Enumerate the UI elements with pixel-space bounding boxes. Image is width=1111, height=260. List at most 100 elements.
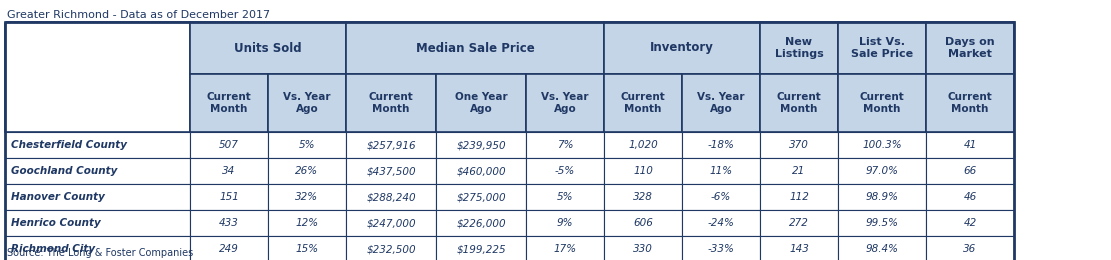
Bar bbox=[190, 158, 268, 184]
Text: 249: 249 bbox=[219, 244, 239, 254]
Text: 32%: 32% bbox=[296, 192, 319, 202]
Bar bbox=[604, 74, 682, 132]
Bar bbox=[190, 236, 268, 260]
Bar bbox=[526, 158, 604, 184]
Text: $288,240: $288,240 bbox=[367, 192, 416, 202]
Bar bbox=[838, 132, 925, 158]
Bar bbox=[346, 22, 604, 74]
Text: Henrico County: Henrico County bbox=[11, 218, 101, 228]
Text: $239,950: $239,950 bbox=[457, 140, 506, 150]
Text: $199,225: $199,225 bbox=[457, 244, 506, 254]
Bar bbox=[682, 158, 760, 184]
Bar bbox=[760, 236, 838, 260]
Text: 34: 34 bbox=[222, 166, 236, 176]
Bar bbox=[760, 132, 838, 158]
Bar bbox=[6, 236, 190, 260]
Bar bbox=[6, 158, 190, 184]
Bar bbox=[925, 132, 1014, 158]
Bar bbox=[268, 158, 346, 184]
Bar bbox=[6, 210, 190, 236]
Text: Hanover County: Hanover County bbox=[11, 192, 104, 202]
Text: One Year
Ago: One Year Ago bbox=[454, 92, 508, 114]
Bar bbox=[6, 22, 190, 132]
Text: 42: 42 bbox=[963, 218, 977, 228]
Bar bbox=[346, 74, 436, 132]
Text: $257,916: $257,916 bbox=[367, 140, 416, 150]
Bar bbox=[925, 22, 1014, 74]
Bar bbox=[436, 132, 526, 158]
Bar bbox=[838, 184, 925, 210]
Bar bbox=[346, 132, 436, 158]
Bar bbox=[268, 236, 346, 260]
Text: 46: 46 bbox=[963, 192, 977, 202]
Bar bbox=[838, 158, 925, 184]
Bar bbox=[346, 236, 436, 260]
Bar bbox=[268, 210, 346, 236]
Text: 21: 21 bbox=[792, 166, 805, 176]
Bar bbox=[604, 22, 760, 74]
Text: Units Sold: Units Sold bbox=[234, 42, 302, 55]
Text: -5%: -5% bbox=[554, 166, 575, 176]
Bar bbox=[925, 74, 1014, 132]
Bar bbox=[526, 184, 604, 210]
Text: 41: 41 bbox=[963, 140, 977, 150]
Text: Source: The Long & Foster Companies: Source: The Long & Foster Companies bbox=[7, 248, 193, 258]
Text: 9%: 9% bbox=[557, 218, 573, 228]
Bar bbox=[268, 184, 346, 210]
Text: Greater Richmond - Data as of December 2017: Greater Richmond - Data as of December 2… bbox=[7, 10, 270, 20]
Bar bbox=[925, 158, 1014, 184]
Text: -24%: -24% bbox=[708, 218, 734, 228]
Text: 110: 110 bbox=[633, 166, 653, 176]
Bar bbox=[682, 74, 760, 132]
Bar bbox=[436, 158, 526, 184]
Text: 98.9%: 98.9% bbox=[865, 192, 899, 202]
Bar bbox=[925, 210, 1014, 236]
Bar bbox=[190, 22, 346, 74]
Text: $232,500: $232,500 bbox=[367, 244, 416, 254]
Text: Goochland County: Goochland County bbox=[11, 166, 118, 176]
Text: 507: 507 bbox=[219, 140, 239, 150]
Bar bbox=[604, 236, 682, 260]
Text: $275,000: $275,000 bbox=[457, 192, 506, 202]
Text: 100.3%: 100.3% bbox=[862, 140, 902, 150]
Text: -33%: -33% bbox=[708, 244, 734, 254]
Bar bbox=[604, 210, 682, 236]
Bar bbox=[6, 132, 190, 158]
Bar bbox=[925, 184, 1014, 210]
Text: 143: 143 bbox=[789, 244, 809, 254]
Text: 370: 370 bbox=[789, 140, 809, 150]
Bar bbox=[526, 132, 604, 158]
Text: 66: 66 bbox=[963, 166, 977, 176]
Text: Current
Month: Current Month bbox=[621, 92, 665, 114]
Text: -6%: -6% bbox=[711, 192, 731, 202]
Bar bbox=[604, 158, 682, 184]
Bar bbox=[682, 236, 760, 260]
Text: Vs. Year
Ago: Vs. Year Ago bbox=[541, 92, 589, 114]
Bar bbox=[6, 184, 190, 210]
Text: 328: 328 bbox=[633, 192, 653, 202]
Bar bbox=[436, 236, 526, 260]
Text: 15%: 15% bbox=[296, 244, 319, 254]
Text: $247,000: $247,000 bbox=[367, 218, 416, 228]
Text: Current
Month: Current Month bbox=[207, 92, 251, 114]
Text: 330: 330 bbox=[633, 244, 653, 254]
Bar bbox=[760, 158, 838, 184]
Text: Median Sale Price: Median Sale Price bbox=[416, 42, 534, 55]
Bar bbox=[190, 74, 268, 132]
Text: 1,020: 1,020 bbox=[628, 140, 658, 150]
Bar bbox=[190, 132, 268, 158]
Text: List Vs.
Sale Price: List Vs. Sale Price bbox=[851, 37, 913, 59]
Bar bbox=[760, 74, 838, 132]
Text: Current
Month: Current Month bbox=[948, 92, 992, 114]
Text: 98.4%: 98.4% bbox=[865, 244, 899, 254]
Bar bbox=[604, 184, 682, 210]
Text: 5%: 5% bbox=[557, 192, 573, 202]
Text: $460,000: $460,000 bbox=[457, 166, 506, 176]
Text: $226,000: $226,000 bbox=[457, 218, 506, 228]
Bar bbox=[760, 22, 838, 74]
Bar bbox=[925, 236, 1014, 260]
Bar bbox=[190, 210, 268, 236]
Text: 12%: 12% bbox=[296, 218, 319, 228]
Text: 433: 433 bbox=[219, 218, 239, 228]
Text: 606: 606 bbox=[633, 218, 653, 228]
